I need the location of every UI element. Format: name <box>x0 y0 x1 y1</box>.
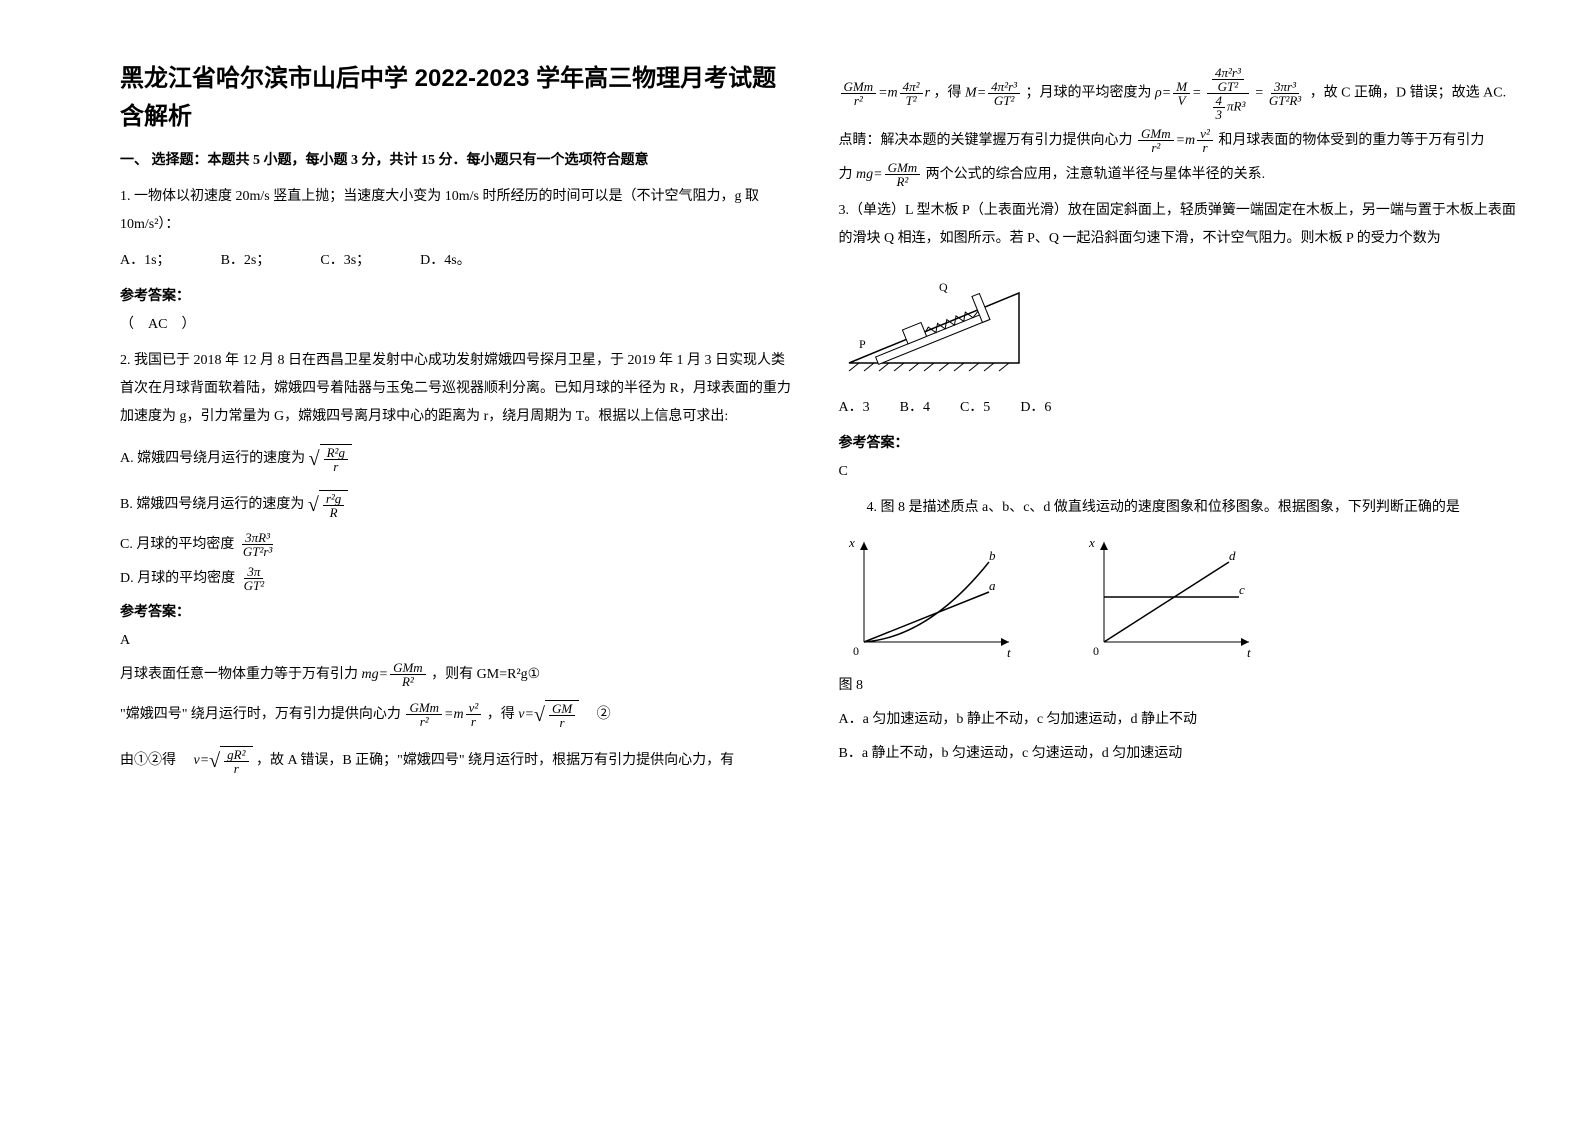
formula-centripetal-1: GMmr² <box>406 701 442 728</box>
svg-text:b: b <box>989 548 996 563</box>
q1-text: 1. 一物体以初速度 20m/s 竖直上抛；当速度大小变为 10m/s 时所经历… <box>120 183 799 239</box>
q3-opt-d: D．6 <box>1020 394 1051 422</box>
formula-v-eq2: v= <box>194 753 210 768</box>
q1-options: A．1s； B．2s； C．3s； D．4s。 <box>120 247 799 275</box>
q2-cont-mid: ，得 <box>934 86 962 101</box>
q2-hint-post: 两个公式的综合应用，注意轨道半径与星体半径的关系. <box>926 167 1266 182</box>
graph-right: t x 0 c d <box>1079 532 1259 662</box>
q2-expl2-pre: "嫦娥四号" 绕月运行时，万有引力提供向心力 <box>120 707 401 722</box>
formula-rho3: 3πr³GT²R³ <box>1266 80 1304 107</box>
q2-cont-end: ，故 C 正确，D 错误；故选 AC. <box>1310 86 1506 101</box>
q3-answer: C <box>839 458 1518 486</box>
svg-text:x: x <box>1088 535 1095 550</box>
q3-opt-a: A．3 <box>839 394 870 422</box>
q1-opt-c: C．3s； <box>320 247 370 275</box>
section-header: 一、 选择题：本题共 5 小题，每小题 3 分，共计 15 分．每小题只有一个选… <box>120 147 799 175</box>
q2-cont-line1: GMmr²=m4π²T²r ，得 M=4π²r³GT² ；月球的平均密度为 ρ=… <box>839 66 1518 121</box>
formula-mg: mg= <box>362 667 389 682</box>
formula-sqrt-2: √r²gR <box>308 485 348 525</box>
left-column: 黑龙江省哈尔滨市山后中学 2022-2023 学年高三物理月考试题含解析 一、 … <box>100 60 819 1082</box>
label-P: P <box>859 337 866 351</box>
incline-svg: P Q <box>839 263 1039 373</box>
q2-expl1-post: ，则有 GM=R²g① <box>431 667 540 682</box>
q4-opt-a: A．a 匀加速运动，b 静止不动，c 匀加速运动，d 静止不动 <box>839 706 1518 734</box>
label-Q: Q <box>939 280 948 294</box>
svg-text:t: t <box>1247 645 1251 660</box>
q2-opt-d-pre: D. 月球的平均密度 <box>120 571 235 586</box>
svg-text:0: 0 <box>1093 644 1099 658</box>
formula-M: 4π²r³GT² <box>988 80 1020 107</box>
q1-opt-d: D．4s。 <box>420 247 471 275</box>
svg-text:d: d <box>1229 548 1236 563</box>
q2-opt-c: C. 月球的平均密度 3πR³GT²r³ <box>120 531 799 559</box>
q2-text: 2. 我国已于 2018 年 12 月 8 日在西昌卫星发射中心成功发射嫦娥四号… <box>120 347 799 431</box>
page-container: 黑龙江省哈尔滨市山后中学 2022-2023 学年高三物理月考试题含解析 一、 … <box>0 0 1587 1122</box>
svg-text:c: c <box>1239 582 1245 597</box>
q4-graphs: t x 0 a b t x 0 c d <box>839 532 1518 662</box>
graph-left: t x 0 a b <box>839 532 1019 662</box>
answer-label-1: 参考答案： <box>120 283 799 311</box>
q2-opt-c-pre: C. 月球的平均密度 <box>120 537 234 552</box>
formula-sqrt-gm: √GMr <box>534 695 579 735</box>
q1-opt-a: A．1s； <box>120 247 171 275</box>
formula-gmm-r2: GMmR² <box>390 661 426 688</box>
q3-options: A．3 B．4 C．5 D．6 <box>839 394 1518 422</box>
q3-opt-c: C．5 <box>960 394 990 422</box>
answer-label-3: 参考答案： <box>839 430 1518 458</box>
formula-hint-2: v²r <box>1197 127 1213 154</box>
q2-expl2-post: ② <box>583 707 611 722</box>
formula-hint-3: GMmR² <box>885 161 921 188</box>
q2-expl3-pre: 由①②得 <box>120 753 190 768</box>
q4-opt-b: B．a 静止不动，b 匀速运动，c 匀速运动，d 匀加速运动 <box>839 740 1518 768</box>
formula-sqrt-gr2: √gR²r <box>209 741 252 781</box>
q2-expl-3: 由①②得 v=√gR²r ，故 A 错误，B 正确；"嫦娥四号" 绕月运行时，根… <box>120 741 799 781</box>
svg-text:x: x <box>848 535 855 550</box>
svg-text:t: t <box>1007 645 1011 660</box>
q4-fig-label: 图 8 <box>839 672 1518 700</box>
q2-expl2-mid: ，得 <box>487 707 515 722</box>
q1-answer: （ AC ） <box>120 311 799 339</box>
formula-rho1: MV <box>1173 80 1190 107</box>
q2-opt-b-pre: B. 嫦娥四号绕月运行的速度为 <box>120 497 304 512</box>
right-column: GMmr²=m4π²T²r ，得 M=4π²r³GT² ；月球的平均密度为 ρ=… <box>819 60 1538 1082</box>
q2-opt-d: D. 月球的平均密度 3πGT² <box>120 565 799 593</box>
q3-diagram: P Q <box>839 263 1518 384</box>
formula-hint-1: GMmr² <box>1138 127 1174 154</box>
formula-gmm-r2-2: GMmr² <box>841 80 877 107</box>
q2-expl1-pre: 月球表面任意一物体重力等于万有引力 <box>120 667 358 682</box>
q2-hint-p2: 力 <box>839 167 853 182</box>
q2-hint-2nd: 力 mg=GMmR² 两个公式的综合应用，注意轨道半径与星体半径的关系. <box>839 161 1518 189</box>
document-title: 黑龙江省哈尔滨市山后中学 2022-2023 学年高三物理月考试题含解析 <box>120 60 799 137</box>
formula-sqrt-1: √R²gr <box>309 439 352 479</box>
answer-label-2: 参考答案： <box>120 599 799 627</box>
q2-hint-pre: 点睛：解决本题的关键掌握万有引力提供向心力 <box>839 133 1133 148</box>
formula-frac-1: 3πR³GT²r³ <box>240 531 275 558</box>
q2-expl3-post: ，故 A 错误，B 正确；"嫦娥四号" 绕月运行时，根据万有引力提供向心力，有 <box>256 753 734 768</box>
q2-expl-1: 月球表面任意一物体重力等于万有引力 mg=GMmR² ，则有 GM=R²g① <box>120 661 799 689</box>
q2-expl-2: "嫦娥四号" 绕月运行时，万有引力提供向心力 GMmr²=mv²r ，得 v=√… <box>120 695 799 735</box>
formula-v2r: v²r <box>466 701 482 728</box>
formula-v-eq: v= <box>518 707 534 722</box>
formula-4pi2-t2: 4π²T² <box>900 80 923 107</box>
q2-hint-mid: 和月球表面的物体受到的重力等于万有引力 <box>1218 133 1484 148</box>
q2-opt-a: A. 嫦娥四号绕月运行的速度为 √R²gr <box>120 439 799 479</box>
q4-text: 4. 图 8 是描述质点 a、b、c、d 做直线运动的速度图象和位移图象。根据图… <box>839 494 1518 522</box>
q2-hint: 点睛：解决本题的关键掌握万有引力提供向心力 GMmr²=mv²r 和月球表面的物… <box>839 127 1518 155</box>
svg-text:0: 0 <box>853 644 859 658</box>
q2-answer: A <box>120 627 799 655</box>
q2-cont-post: ；月球的平均密度为 <box>1026 86 1152 101</box>
formula-frac-2: 3πGT² <box>241 565 268 592</box>
q3-opt-b: B．4 <box>900 394 930 422</box>
q2-opt-a-pre: A. 嫦娥四号绕月运行的速度为 <box>120 451 305 466</box>
eq1: =m <box>444 707 464 722</box>
q2-opt-b: B. 嫦娥四号绕月运行的速度为 √r²gR <box>120 485 799 525</box>
q1-opt-b: B．2s； <box>221 247 271 275</box>
svg-text:a: a <box>989 578 996 593</box>
formula-rho2: 4π²r³GT²43πR³ <box>1207 66 1249 121</box>
q3-text: 3.（单选）L 型木板 P（上表面光滑）放在固定斜面上，轻质弹簧一端固定在木板上… <box>839 197 1518 253</box>
